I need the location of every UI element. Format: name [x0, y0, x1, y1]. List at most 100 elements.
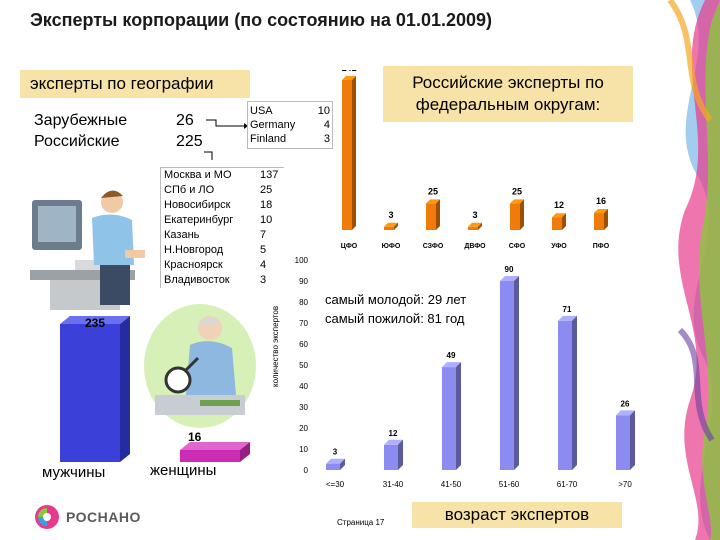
men-bar-top [60, 316, 130, 324]
bar-side [456, 362, 461, 470]
country-count: 3 [323, 133, 330, 145]
foreign-count: 26 [176, 112, 194, 129]
bar-side [394, 222, 398, 230]
category-label: 51-60 [499, 480, 520, 489]
age-distribution-chart: 0 10 20 30 40 50 60 70 80 90 100 3 <=30 12 31-40 49 41-5… [295, 256, 635, 489]
women-bar [180, 450, 240, 462]
city-name: СПб и ЛО [164, 184, 215, 196]
bar-side [478, 222, 482, 230]
bar-value-label: 3 [333, 448, 338, 457]
city-row: Москва и МО 137 [164, 168, 284, 183]
bar-value-label: 25 [428, 186, 438, 196]
bar-side [340, 458, 345, 470]
age-footer-label: возраст экспертов [412, 502, 622, 528]
bar-top [594, 208, 608, 213]
bar-top [426, 199, 440, 204]
city-count: 10 [260, 214, 273, 226]
country-row: USA 10 [250, 104, 330, 118]
country-count: 10 [317, 105, 330, 117]
y-tick-label: 30 [299, 403, 308, 412]
city-count: 7 [260, 229, 267, 241]
city-count: 3 [260, 274, 267, 286]
bar [468, 226, 478, 230]
city-row: Владивосток 3 [164, 273, 284, 288]
men-bar-side [120, 316, 130, 462]
bar-value-label: 71 [563, 305, 572, 314]
category-label: >70 [618, 480, 632, 489]
bar-top [510, 199, 524, 204]
bar-top [384, 222, 398, 227]
city-name: Н.Новгород [164, 244, 224, 256]
city-row: СПб и ЛО 25 [164, 183, 284, 198]
bar [510, 203, 520, 230]
y-tick-label: 60 [299, 340, 308, 349]
bar [426, 203, 436, 230]
gender-bars [60, 316, 250, 462]
city-name: Екатеринбург [164, 214, 234, 226]
city-count: 5 [260, 244, 267, 256]
bar-side [520, 199, 524, 230]
rosnano-logo-icon [35, 505, 59, 529]
bar-top [558, 315, 577, 321]
bar [500, 281, 514, 470]
federal-districts-chart: 141 ЦФО 3 ЮФО 25 СЗФО 3 ДВФО 25 СФО 12 УФО 16 ПФО [341, 70, 610, 250]
y-tick-label: 50 [299, 361, 308, 370]
y-tick-label: 0 [304, 466, 309, 475]
category-label: <=30 [326, 480, 345, 489]
category-label: УФО [551, 243, 567, 250]
bar [442, 367, 456, 470]
y-tick-label: 10 [299, 445, 308, 454]
bar-value-label: 12 [389, 429, 398, 438]
city-row: Н.Новгород 5 [164, 243, 284, 258]
page-number: Страница 17 [337, 518, 385, 527]
bar-top [616, 410, 635, 416]
city-count: 137 [260, 169, 279, 181]
category-label: 41-50 [441, 480, 462, 489]
men-bar [60, 324, 120, 462]
bar-top [384, 439, 403, 445]
cities-list: Москва и МО 137 СПб и ЛО 25 Новосибирск 18 … [160, 167, 284, 288]
bar [552, 217, 562, 230]
y-tick-label: 80 [299, 298, 308, 307]
age-notes: самый молодой: 29 лет самый пожилой: 81 … [322, 290, 470, 328]
bar-top [326, 458, 345, 464]
man-at-computer-illustration [30, 190, 145, 310]
bar-top [442, 362, 461, 368]
country-count: 4 [323, 119, 330, 131]
russian-count: 225 [176, 133, 203, 150]
bar-side [604, 208, 608, 230]
federal-header: Российские эксперты по федеральным округ… [383, 66, 633, 122]
bar-value-label: 26 [621, 399, 630, 408]
russian-label: Российские [34, 133, 120, 150]
bar [558, 320, 572, 470]
city-count: 18 [260, 199, 273, 211]
bar-top [500, 276, 519, 281]
category-label: ЦФО [341, 243, 358, 250]
logo-text: РОСНАНО [66, 509, 141, 525]
bar-value-label: 141 [341, 70, 356, 73]
bar-value-label: 49 [447, 351, 456, 360]
men-count: 235 [85, 316, 106, 330]
women-label: женщины [150, 462, 217, 479]
bar [384, 226, 394, 230]
bar [326, 463, 340, 470]
city-name: Казань [164, 229, 200, 241]
y-tick-label: 100 [295, 256, 309, 265]
category-label: ДВФО [464, 243, 486, 250]
y-tick-label: 40 [299, 382, 308, 391]
bar-value-label: 12 [554, 200, 564, 210]
foreign-countries-list: USA 10 Germany 4 Finland 3 [247, 101, 333, 149]
geo-header: эксперты по географии [20, 70, 250, 98]
bar-value-label: 16 [596, 196, 606, 206]
bar-value-label: 3 [388, 210, 393, 220]
y-tick-label: 90 [299, 277, 308, 286]
category-label: ПФО [593, 243, 610, 250]
country-name: USA [250, 105, 273, 117]
city-row: Красноярск 4 [164, 258, 284, 273]
connector-lines [204, 119, 248, 160]
page-title: Эксперты корпорации (по состоянию на 01.… [30, 10, 493, 30]
country-row: Germany 4 [250, 118, 330, 132]
city-count: 4 [260, 259, 267, 271]
bar [616, 415, 630, 470]
decorative-swirl [667, 0, 720, 540]
